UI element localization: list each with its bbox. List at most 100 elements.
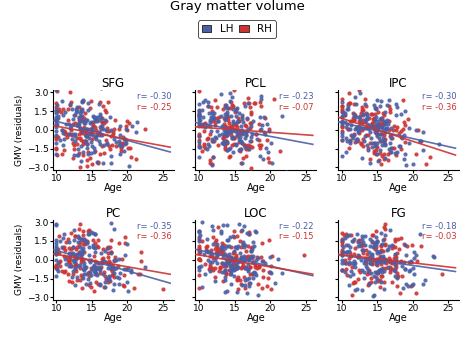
Point (407, 283, 415, 289)
Point (224, 131, 232, 136)
Point (99, 257, 106, 262)
Point (229, 305, 237, 310)
Point (115, 275, 122, 281)
Point (195, 115, 203, 120)
Point (392, 258, 400, 264)
Point (399, 285, 407, 291)
Point (381, 257, 389, 262)
Point (225, 243, 233, 249)
Point (82, 132, 89, 138)
Point (91, 148, 99, 154)
Point (105, 143, 113, 149)
Point (377, 230, 385, 236)
Point (372, 117, 379, 123)
Point (386, 258, 393, 263)
Point (381, 259, 388, 264)
Point (239, 119, 247, 125)
Point (375, 158, 383, 163)
Point (398, 146, 405, 151)
Point (355, 244, 362, 249)
Point (248, 246, 255, 251)
Point (85, 257, 92, 263)
Point (233, 264, 241, 269)
Point (355, 239, 362, 245)
Point (257, 103, 265, 109)
Point (112, 265, 120, 270)
Point (338, 260, 346, 266)
Point (223, 141, 231, 146)
Point (122, 127, 129, 132)
Point (66, 101, 74, 106)
Point (80, 126, 88, 131)
Point (105, 274, 112, 279)
Point (357, 243, 365, 248)
Point (393, 124, 401, 130)
Point (341, 257, 348, 262)
Point (338, 252, 346, 258)
Point (266, 269, 274, 274)
Point (245, 100, 253, 105)
Point (195, 110, 203, 116)
Point (243, 147, 250, 152)
Point (241, 282, 249, 288)
Point (230, 250, 237, 255)
Point (248, 271, 255, 276)
Point (201, 97, 209, 103)
Point (79, 257, 86, 263)
Point (221, 267, 228, 272)
Point (80, 119, 87, 124)
Point (357, 257, 365, 263)
Point (114, 264, 121, 269)
Point (374, 270, 382, 276)
X-axis label: Age: Age (104, 313, 123, 323)
Point (79, 246, 86, 251)
Point (387, 149, 394, 155)
Point (82, 272, 90, 277)
Point (87, 284, 95, 289)
Point (393, 275, 401, 281)
Point (366, 255, 374, 260)
Text: r= -0.22: r= -0.22 (280, 222, 314, 231)
Point (260, 267, 267, 272)
Point (80, 117, 87, 122)
Point (53, 240, 60, 245)
Point (238, 141, 246, 146)
Point (82, 138, 90, 143)
Point (231, 136, 238, 141)
Point (338, 237, 346, 242)
Point (115, 257, 122, 262)
Point (78, 272, 85, 277)
Point (388, 245, 396, 250)
Point (195, 244, 203, 249)
Point (360, 247, 367, 253)
Point (94, 159, 102, 164)
Point (225, 146, 232, 151)
Point (54, 261, 61, 266)
Point (360, 240, 367, 245)
Point (217, 244, 224, 249)
Point (100, 103, 107, 108)
Point (91, 231, 99, 237)
Point (246, 257, 253, 262)
Point (338, 240, 346, 245)
Point (53, 100, 60, 105)
Point (238, 255, 246, 260)
Point (196, 232, 203, 238)
Point (340, 232, 347, 238)
Point (53, 250, 61, 256)
Point (79, 99, 86, 104)
Point (62, 257, 69, 262)
Point (202, 247, 210, 252)
Point (350, 111, 358, 117)
Point (347, 232, 355, 237)
Point (74, 240, 82, 245)
Y-axis label: GMV (residuals): GMV (residuals) (15, 94, 24, 166)
Point (222, 257, 230, 262)
Point (361, 134, 369, 139)
Point (262, 145, 270, 150)
Point (206, 120, 213, 125)
Point (392, 258, 400, 263)
Point (213, 241, 220, 247)
Point (110, 257, 118, 263)
Point (83, 141, 91, 146)
